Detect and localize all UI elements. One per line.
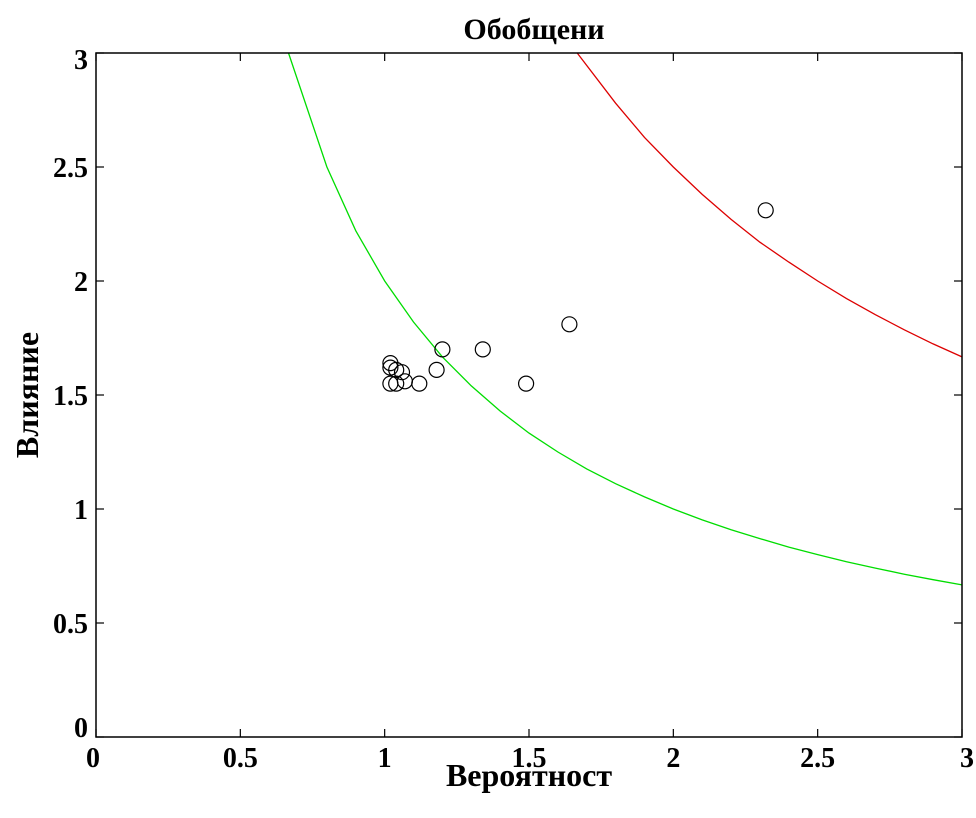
data-point: [517, 375, 535, 392]
x-tick-label: 2.5: [800, 743, 835, 774]
data-point: [474, 341, 491, 358]
x-tick-label: 3: [960, 743, 974, 774]
y-axis-label: Влияние: [9, 332, 45, 458]
data-point: [393, 364, 411, 381]
y-tick-label: 1: [74, 495, 88, 526]
data-point: [757, 202, 774, 219]
data-point: [411, 375, 428, 392]
y-tick-label: 2: [74, 267, 88, 298]
y-tick-label: 3: [74, 45, 88, 76]
plot-area: [96, 53, 962, 737]
curve-2: [576, 52, 963, 358]
chart-title: Обобщени: [463, 13, 604, 46]
data-points: [382, 202, 774, 392]
y-tick-label: 0: [74, 713, 88, 744]
x-axis: 0 0.5 1 1.5 2 2.5 3: [86, 53, 974, 774]
data-point: [561, 316, 578, 333]
x-tick-label: 1.5: [512, 743, 547, 774]
x-tick-label: 0: [86, 743, 100, 774]
curves: [287, 52, 963, 586]
y-tick-label: 1.5: [53, 381, 88, 412]
x-axis-label: Вероятност: [446, 757, 612, 793]
curve-1: [287, 52, 963, 586]
y-tick-label: 0.5: [53, 609, 88, 640]
x-tick-label: 0.5: [223, 743, 258, 774]
x-tick-label: 1: [378, 743, 392, 774]
y-tick-label: 2.5: [53, 153, 88, 184]
y-axis: 0 0.5 1 1.5 2 2.5 3: [53, 45, 962, 744]
data-point: [434, 341, 451, 358]
x-tick-label: 2: [666, 743, 680, 774]
data-point: [428, 361, 445, 378]
